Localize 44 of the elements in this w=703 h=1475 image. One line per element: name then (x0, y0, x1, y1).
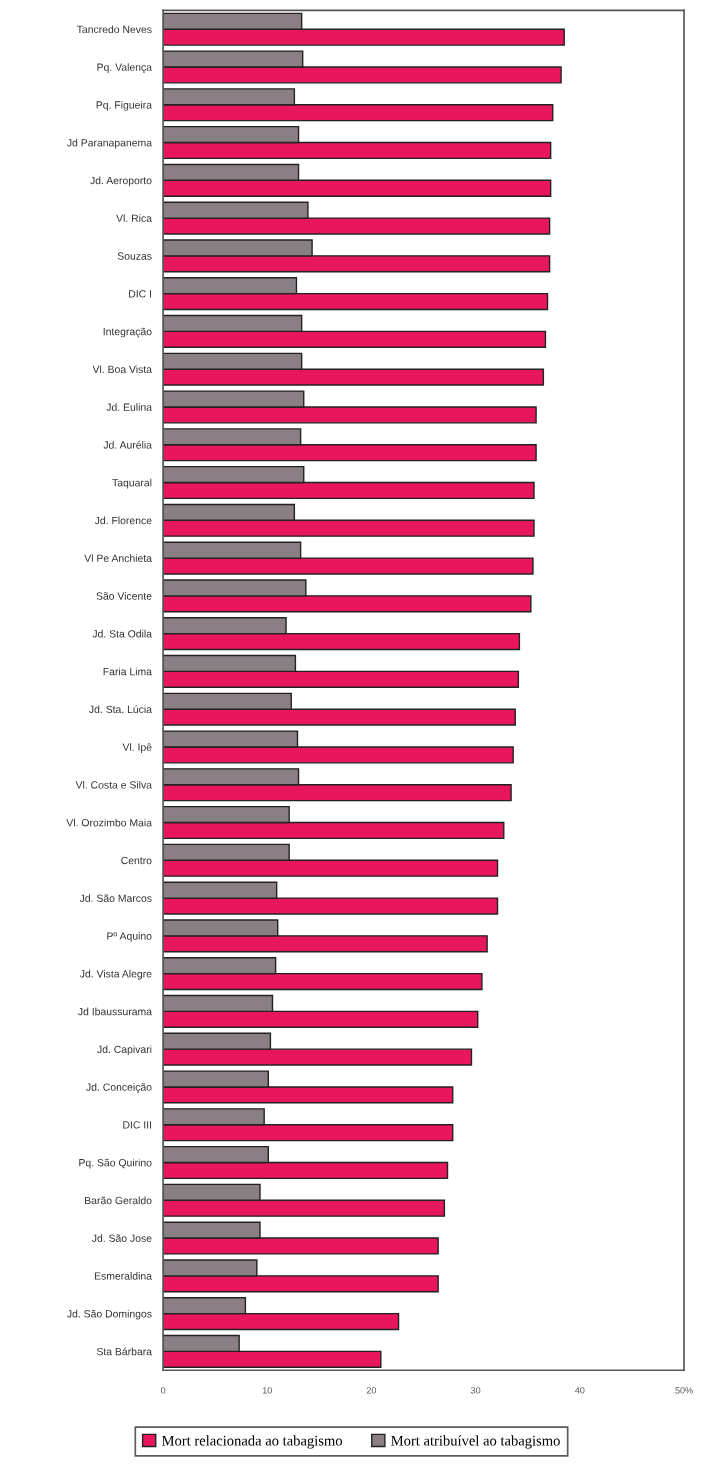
y-tick-label: Jd. São Marcos (79, 894, 152, 902)
y-tick-label: Jd. Vista Alegre (79, 969, 152, 980)
y-tick-label: Tancredo Neves (76, 25, 152, 34)
y-tick-label: Pq. Figueira (96, 100, 152, 111)
y-tick-label: São Vicente (96, 592, 152, 600)
y-tick-label: Pq. Valença (97, 63, 152, 73)
y-tick-label: Jd. Sta. Lúcia (89, 705, 152, 714)
y-tick-label: Vl. Ipê (122, 743, 152, 753)
y-tick-label: Vl Pe Anchieta (84, 554, 152, 562)
y-tick-label: Jd Paranapanema (67, 138, 152, 149)
y-tick-label: Jd. Florence (94, 516, 152, 525)
y-tick-label: Souzas (117, 252, 152, 260)
y-tick-label: Vl. Orozimbo Maia (66, 818, 152, 827)
y-tick-label: Taquaral (112, 478, 152, 489)
x-tick-label: 10 (262, 1387, 272, 1394)
y-tick-label: Vl. Costa e Silva (75, 780, 152, 789)
y-tick-label: Jd. Aeroporto (90, 176, 152, 187)
y-tick-label: Barão Geraldo (85, 1196, 152, 1205)
y-tick-label: Sta Bárbara (96, 1347, 152, 1356)
y-tick-label: Vl. Rica (116, 214, 152, 222)
y-tick-label: Jd. Eulina (106, 403, 152, 411)
y-tick-label: Jd. Conceição (86, 1083, 152, 1093)
y-tick-label: Esmeraldina (94, 1272, 152, 1280)
y-tick-label: DIC I (129, 290, 152, 298)
y-tick-label: Jd. Capivari (97, 1045, 152, 1056)
y-tick-label: DIC III (123, 1121, 152, 1129)
legend-label: Mort atribuível ao tabagismo (391, 1435, 560, 1449)
y-tick-label: Jd. Aurélia (103, 440, 152, 449)
y-tick-label: Centro (121, 856, 152, 865)
y-tick-label: Jd. Sta Odila (92, 629, 152, 638)
x-tick-label: 40 (575, 1387, 585, 1394)
y-tick-label: Integração (103, 327, 152, 338)
y-tick-label: Jd Ibaussurama (78, 1007, 152, 1016)
x-tick-label: 0 (160, 1387, 166, 1394)
legend-label: Mort relacionada ao tabagismo (161, 1435, 343, 1449)
y-tick-label: Pº Aquino (107, 932, 152, 942)
x-tick-label: 50% (675, 1387, 693, 1394)
y-tick-label: Jd. São Jose (91, 1234, 152, 1242)
y-tick-label: Vl. Boa Vista (92, 365, 152, 374)
y-tick-label: Faria Lima (103, 667, 152, 676)
y-tick-label: Pq. São Quirino (79, 1158, 152, 1169)
x-tick-label: 30 (470, 1387, 481, 1394)
x-tick-label: 20 (366, 1387, 377, 1394)
y-tick-label: Jd. São Domingos (67, 1309, 152, 1320)
